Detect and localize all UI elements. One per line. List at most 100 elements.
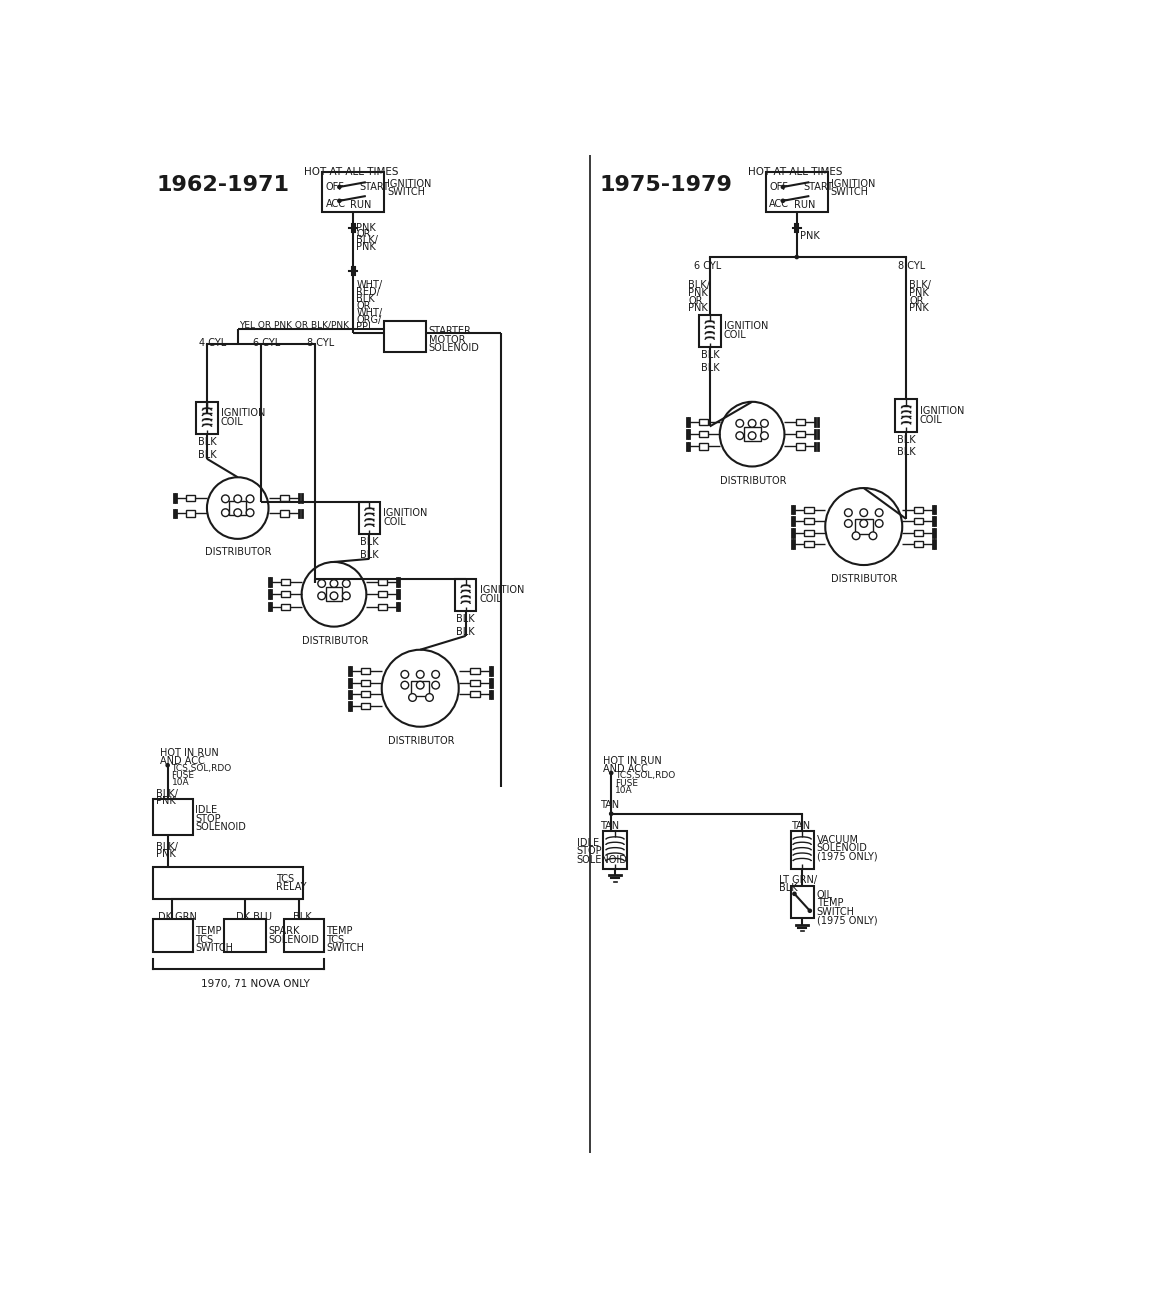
Circle shape	[381, 650, 458, 726]
Text: SWITCH: SWITCH	[196, 943, 234, 953]
Text: 8 CYL: 8 CYL	[308, 338, 334, 348]
Text: TEMP: TEMP	[196, 926, 222, 936]
Text: PNK: PNK	[799, 231, 819, 241]
Text: IGNITION: IGNITION	[384, 508, 427, 518]
Text: STARTER: STARTER	[429, 326, 471, 337]
Text: BLK/: BLK/	[157, 789, 179, 799]
Text: TAN: TAN	[790, 821, 810, 831]
Text: SOLENOID: SOLENOID	[196, 822, 247, 833]
Text: BLK: BLK	[700, 350, 719, 360]
Text: TCS,SOL,RDO: TCS,SOL,RDO	[172, 764, 232, 773]
Bar	[153, 919, 194, 952]
Bar	[187, 495, 196, 501]
Text: TEMP: TEMP	[326, 926, 353, 936]
Text: 8 CYL: 8 CYL	[899, 260, 926, 271]
Text: START: START	[803, 183, 833, 193]
Text: IGNITION: IGNITION	[221, 408, 265, 418]
Text: PPL: PPL	[356, 321, 373, 332]
Circle shape	[302, 562, 366, 627]
Circle shape	[338, 185, 342, 189]
Text: 6 CYL: 6 CYL	[253, 338, 280, 348]
Text: BLK: BLK	[897, 447, 916, 457]
Text: PNK: PNK	[909, 303, 929, 313]
Text: IGNITION: IGNITION	[479, 585, 524, 596]
Text: START: START	[359, 183, 389, 193]
Bar	[378, 592, 387, 597]
Circle shape	[234, 509, 242, 517]
Text: SOLENOID: SOLENOID	[576, 855, 628, 865]
Text: ACC: ACC	[770, 198, 789, 208]
Text: HOT IN RUN: HOT IN RUN	[604, 756, 662, 767]
Text: RUN: RUN	[794, 199, 816, 210]
Text: TCS,SOL,RDO: TCS,SOL,RDO	[615, 772, 675, 781]
Text: BLK/: BLK/	[157, 842, 179, 852]
Circle shape	[609, 771, 614, 776]
Bar	[796, 431, 805, 438]
Bar	[229, 501, 247, 515]
Circle shape	[401, 671, 409, 679]
Text: SOLENOID: SOLENOID	[268, 935, 319, 944]
Bar	[153, 866, 303, 899]
Text: FUSE: FUSE	[615, 780, 638, 789]
Circle shape	[416, 671, 424, 679]
Circle shape	[825, 488, 902, 565]
Circle shape	[844, 519, 852, 527]
Text: PNK: PNK	[688, 287, 708, 298]
Text: 10A: 10A	[172, 778, 189, 787]
Bar	[914, 506, 923, 513]
Text: BLK: BLK	[897, 435, 916, 445]
Circle shape	[342, 592, 350, 600]
Text: DISTRIBUTOR: DISTRIBUTOR	[302, 636, 369, 646]
Bar	[790, 830, 813, 869]
Text: BLK/: BLK/	[688, 280, 710, 290]
Text: OR: OR	[356, 229, 371, 240]
Bar	[914, 541, 923, 548]
Text: PNK: PNK	[157, 796, 176, 805]
Circle shape	[318, 580, 326, 588]
Bar	[187, 510, 196, 517]
Text: OR: OR	[909, 295, 924, 306]
Text: SWITCH: SWITCH	[326, 943, 364, 953]
Text: (1975 ONLY): (1975 ONLY)	[817, 852, 878, 861]
Text: COIL: COIL	[920, 414, 942, 425]
Circle shape	[859, 519, 867, 527]
Circle shape	[793, 891, 797, 896]
Text: SOLENOID: SOLENOID	[817, 843, 867, 853]
Bar	[323, 172, 384, 212]
Text: BLK: BLK	[700, 363, 719, 373]
Text: PNK: PNK	[688, 303, 708, 313]
Circle shape	[432, 671, 439, 679]
Circle shape	[207, 478, 268, 539]
Bar	[796, 418, 805, 425]
Text: SWITCH: SWITCH	[387, 186, 425, 197]
Text: AND ACC: AND ACC	[604, 764, 649, 773]
Circle shape	[331, 580, 338, 588]
Bar	[804, 506, 813, 513]
Text: WHT/: WHT/	[356, 280, 382, 290]
Text: HOT AT ALL TIMES: HOT AT ALL TIMES	[304, 167, 399, 177]
Text: LT GRN/: LT GRN/	[779, 875, 817, 886]
Circle shape	[221, 509, 229, 517]
Bar	[699, 443, 708, 449]
Circle shape	[736, 420, 744, 427]
Bar	[411, 681, 430, 695]
Text: DISTRIBUTOR: DISTRIBUTOR	[388, 736, 454, 746]
Text: DISTRIBUTOR: DISTRIBUTOR	[720, 475, 787, 486]
Text: FUSE: FUSE	[172, 772, 195, 781]
Circle shape	[852, 532, 859, 540]
Circle shape	[781, 198, 786, 203]
Text: IGNITION: IGNITION	[831, 179, 876, 189]
Bar	[280, 510, 289, 517]
Text: TCS: TCS	[196, 935, 213, 944]
Circle shape	[338, 198, 342, 203]
Circle shape	[844, 509, 852, 517]
Text: DK GRN: DK GRN	[158, 912, 197, 922]
Circle shape	[331, 592, 338, 600]
Bar	[470, 680, 479, 686]
Bar	[699, 418, 708, 425]
Bar	[223, 919, 266, 952]
Circle shape	[760, 431, 768, 439]
Text: IGNITION: IGNITION	[723, 321, 768, 332]
Text: COIL: COIL	[384, 517, 406, 527]
Bar	[766, 172, 827, 212]
